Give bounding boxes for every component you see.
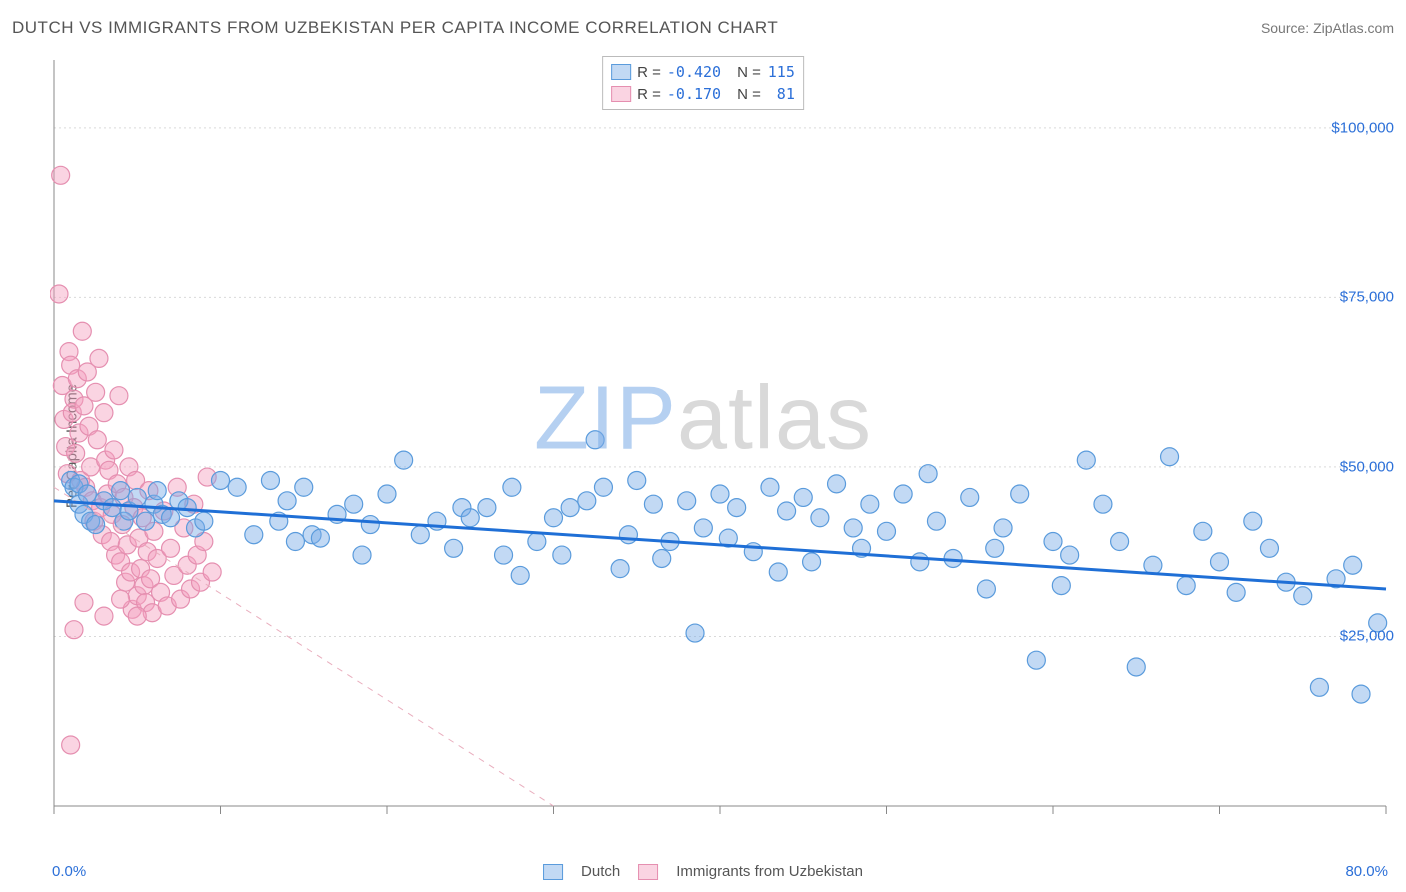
- legend-label-2: Immigrants from Uzbekistan: [676, 863, 863, 880]
- source-label: Source: ZipAtlas.com: [1261, 20, 1394, 36]
- legend-swatch-1: [543, 864, 563, 880]
- x-axis-min: 0.0%: [52, 863, 86, 880]
- x-axis-max: 80.0%: [1345, 863, 1388, 880]
- swatch-series1: [611, 64, 631, 80]
- legend-swatch-2: [638, 864, 658, 880]
- y-tick-label: $50,000: [1340, 458, 1394, 475]
- swatch-series2: [611, 86, 631, 102]
- chart-title: DUTCH VS IMMIGRANTS FROM UZBEKISTAN PER …: [12, 18, 778, 38]
- legend-label-1: Dutch: [581, 863, 620, 880]
- stats-legend: R = -0.420 N = 115 R = -0.170 N = 81: [602, 56, 804, 110]
- bottom-legend: Dutch Immigrants from Uzbekistan: [543, 863, 863, 880]
- plot-svg: [50, 56, 1390, 836]
- scatter-plot: [50, 56, 1390, 836]
- y-tick-label: $75,000: [1340, 289, 1394, 306]
- y-tick-label: $100,000: [1331, 119, 1394, 136]
- y-tick-label: $25,000: [1340, 628, 1394, 645]
